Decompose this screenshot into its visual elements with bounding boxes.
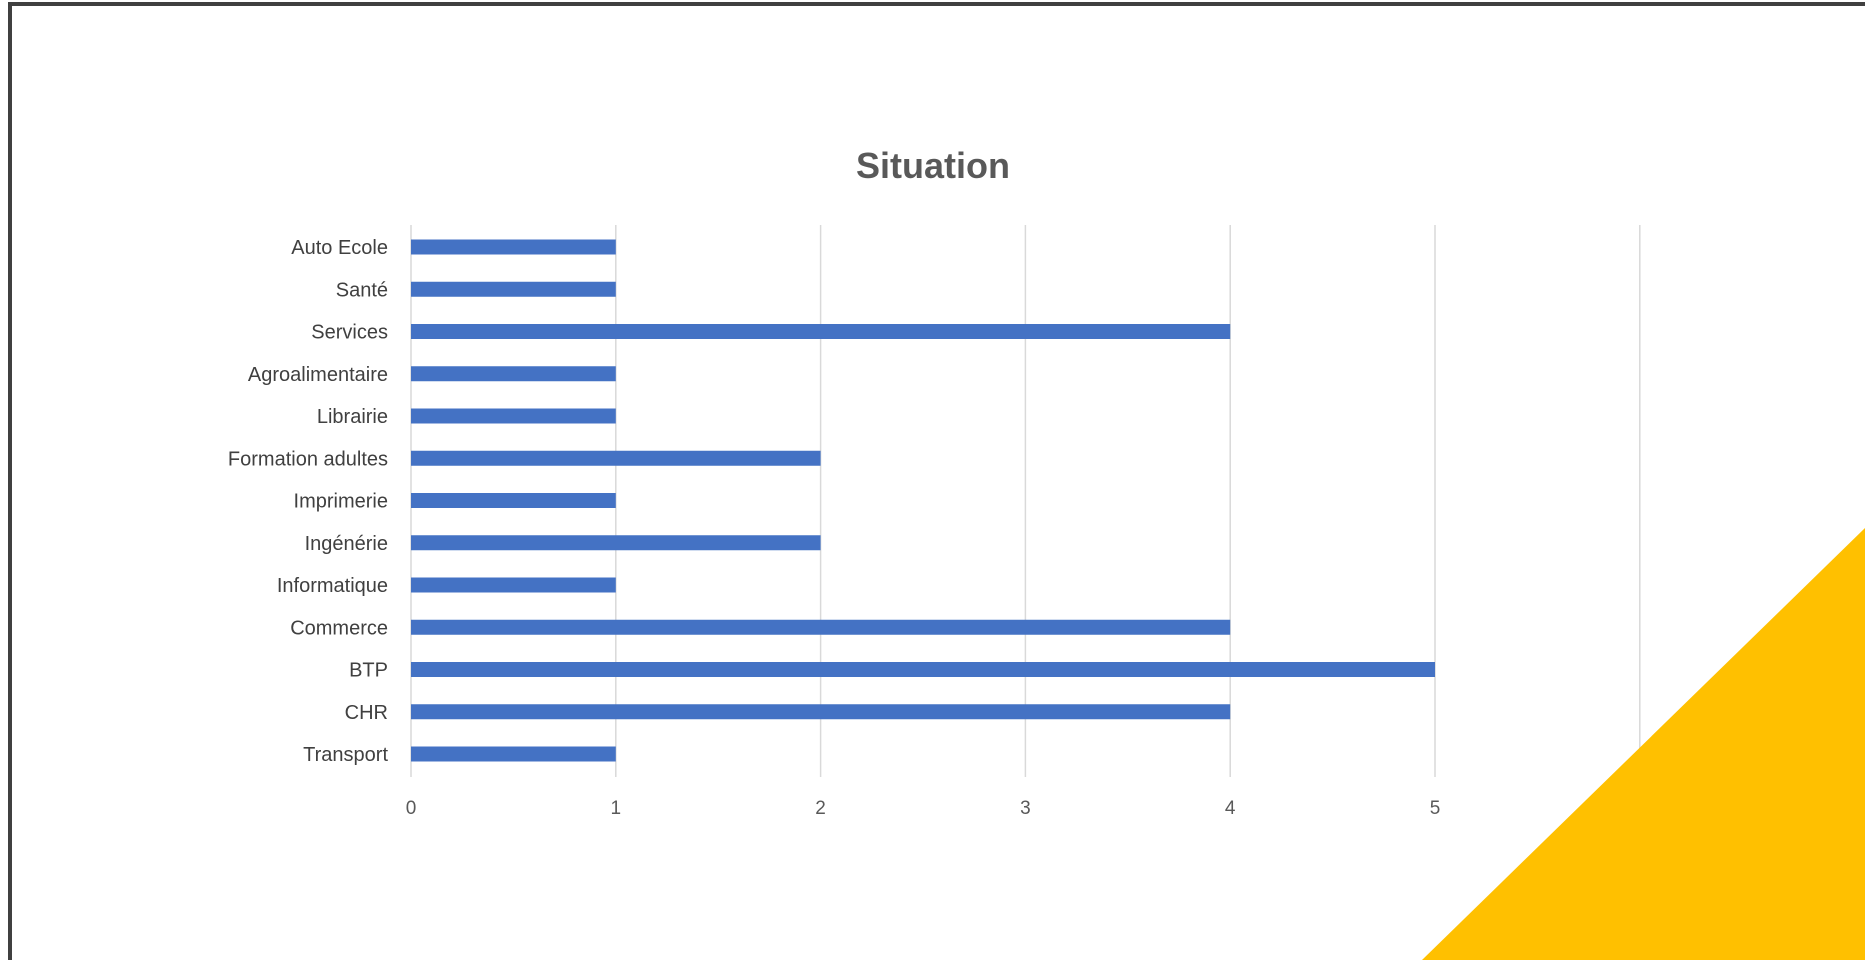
x-tick-label: 1 [611,798,622,819]
category-label: Transport [303,744,388,766]
bar [411,239,616,255]
bar [411,746,616,762]
bar [411,535,821,551]
bar [411,619,1231,635]
category-label: Auto Ecole [291,237,388,259]
category-labels: Auto Ecole Santé Services Agroalimentaire Li… [228,237,389,766]
bar [411,408,616,424]
category-label: Formation adultes [228,448,388,470]
x-tick-label: 3 [1020,798,1031,819]
bar [411,324,1231,339]
bar [411,662,1435,677]
category-label: Imprimerie [294,491,388,513]
gridlines [410,225,1641,777]
x-tick-label: 2 [815,798,826,819]
bar [411,366,616,382]
x-tick-label: 0 [406,798,417,819]
chart-title: Situation [856,145,1010,186]
category-label: Ingénérie [305,533,388,555]
category-label: Services [311,322,388,344]
category-label: BTP [349,660,388,682]
bar [411,577,616,593]
x-axis-ticks: 0123456 [406,798,1645,819]
category-label: Agroalimentaire [248,364,388,386]
category-label: Santé [336,279,388,301]
bar [411,281,616,297]
category-label: Informatique [277,575,388,597]
decorative-yellow-triangle [1422,528,1865,960]
category-label: Commerce [290,617,388,639]
bars [411,239,1435,762]
x-tick-label: 5 [1430,798,1441,819]
x-tick-label: 4 [1225,798,1236,819]
category-label: Librairie [317,406,388,428]
category-label: CHR [345,702,388,724]
bar [411,704,1231,720]
bar [411,450,821,466]
bar [411,493,616,508]
